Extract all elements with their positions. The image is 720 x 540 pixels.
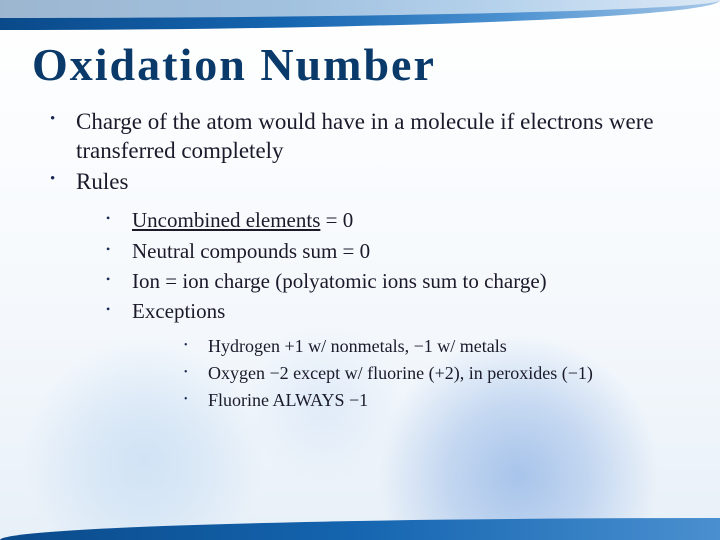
list-item: Oxygen −2 except w/ fluorine (+2), in pe… bbox=[132, 361, 690, 386]
list-item: Ion = ion charge (polyatomic ions sum to… bbox=[76, 267, 690, 295]
list-item-label: Rules bbox=[76, 169, 128, 194]
list-item: Neutral compounds sum = 0 bbox=[76, 237, 690, 265]
bullet-list-l1: Charge of the atom would have in a molec… bbox=[40, 108, 690, 413]
list-item-label: Exceptions bbox=[132, 299, 225, 323]
underlined-text: Uncombined elements bbox=[132, 208, 320, 232]
slide-content: Charge of the atom would have in a molec… bbox=[40, 108, 690, 415]
list-item: Rules Uncombined elements = 0 Neutral co… bbox=[40, 168, 690, 414]
slide-title: Oxidation Number bbox=[32, 38, 436, 91]
bullet-list-l2: Uncombined elements = 0 Neutral compound… bbox=[76, 206, 690, 413]
bullet-list-l3: Hydrogen +1 w/ nonmetals, −1 w/ metals O… bbox=[132, 334, 690, 414]
list-item-tail: = 0 bbox=[320, 208, 353, 232]
list-item: Exceptions Hydrogen +1 w/ nonmetals, −1 … bbox=[76, 297, 690, 413]
list-item: Uncombined elements = 0 bbox=[76, 206, 690, 234]
list-item: Fluorine ALWAYS −1 bbox=[132, 388, 690, 413]
list-item: Charge of the atom would have in a molec… bbox=[40, 108, 690, 166]
list-item: Hydrogen +1 w/ nonmetals, −1 w/ metals bbox=[132, 334, 690, 359]
bottom-curve-decoration bbox=[0, 518, 720, 540]
